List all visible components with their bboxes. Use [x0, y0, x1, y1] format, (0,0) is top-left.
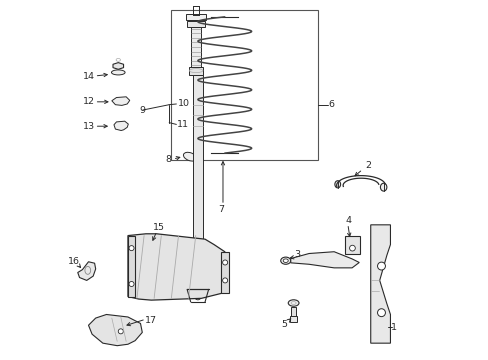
Bar [344, 236, 359, 253]
Bar [195, 255, 200, 288]
Ellipse shape [183, 152, 196, 161]
Circle shape [222, 278, 227, 283]
Circle shape [222, 260, 227, 265]
Bar [190, 27, 201, 69]
Polygon shape [113, 63, 123, 69]
Bar [187, 21, 204, 27]
Text: 17: 17 [144, 316, 156, 325]
Polygon shape [370, 225, 389, 343]
Circle shape [349, 245, 355, 251]
Text: 8: 8 [165, 156, 171, 165]
Text: 15: 15 [152, 223, 164, 232]
Text: 9: 9 [140, 105, 145, 114]
Polygon shape [290, 252, 359, 268]
Text: 6: 6 [327, 100, 334, 109]
Circle shape [377, 262, 385, 270]
Text: 5: 5 [281, 320, 287, 329]
Bar [291, 307, 295, 316]
Text: 14: 14 [82, 72, 94, 81]
Bar [221, 252, 228, 293]
Bar [289, 316, 297, 321]
Ellipse shape [111, 70, 125, 75]
Ellipse shape [280, 257, 290, 264]
Circle shape [129, 282, 134, 287]
Text: 3: 3 [294, 250, 300, 259]
Text: 1: 1 [390, 323, 397, 332]
Bar [171, 10, 317, 160]
Circle shape [194, 293, 201, 300]
Polygon shape [114, 121, 128, 131]
Text: 2: 2 [365, 161, 370, 170]
Polygon shape [112, 97, 129, 105]
Ellipse shape [334, 181, 340, 188]
Ellipse shape [380, 183, 386, 191]
Polygon shape [78, 262, 96, 280]
Text: 10: 10 [177, 99, 189, 108]
Bar [193, 75, 202, 255]
Text: 16: 16 [68, 257, 80, 266]
Polygon shape [88, 315, 142, 346]
Circle shape [118, 329, 123, 334]
Bar [186, 14, 205, 21]
Text: 12: 12 [82, 97, 94, 106]
Bar [189, 67, 203, 75]
Ellipse shape [287, 300, 298, 306]
Circle shape [377, 309, 385, 317]
Circle shape [129, 246, 134, 251]
Ellipse shape [283, 259, 287, 262]
Bar [128, 235, 135, 297]
Text: 7: 7 [218, 205, 224, 214]
Text: 13: 13 [82, 122, 94, 131]
Polygon shape [128, 234, 224, 300]
Text: 4: 4 [345, 216, 351, 225]
Text: 11: 11 [177, 120, 188, 129]
